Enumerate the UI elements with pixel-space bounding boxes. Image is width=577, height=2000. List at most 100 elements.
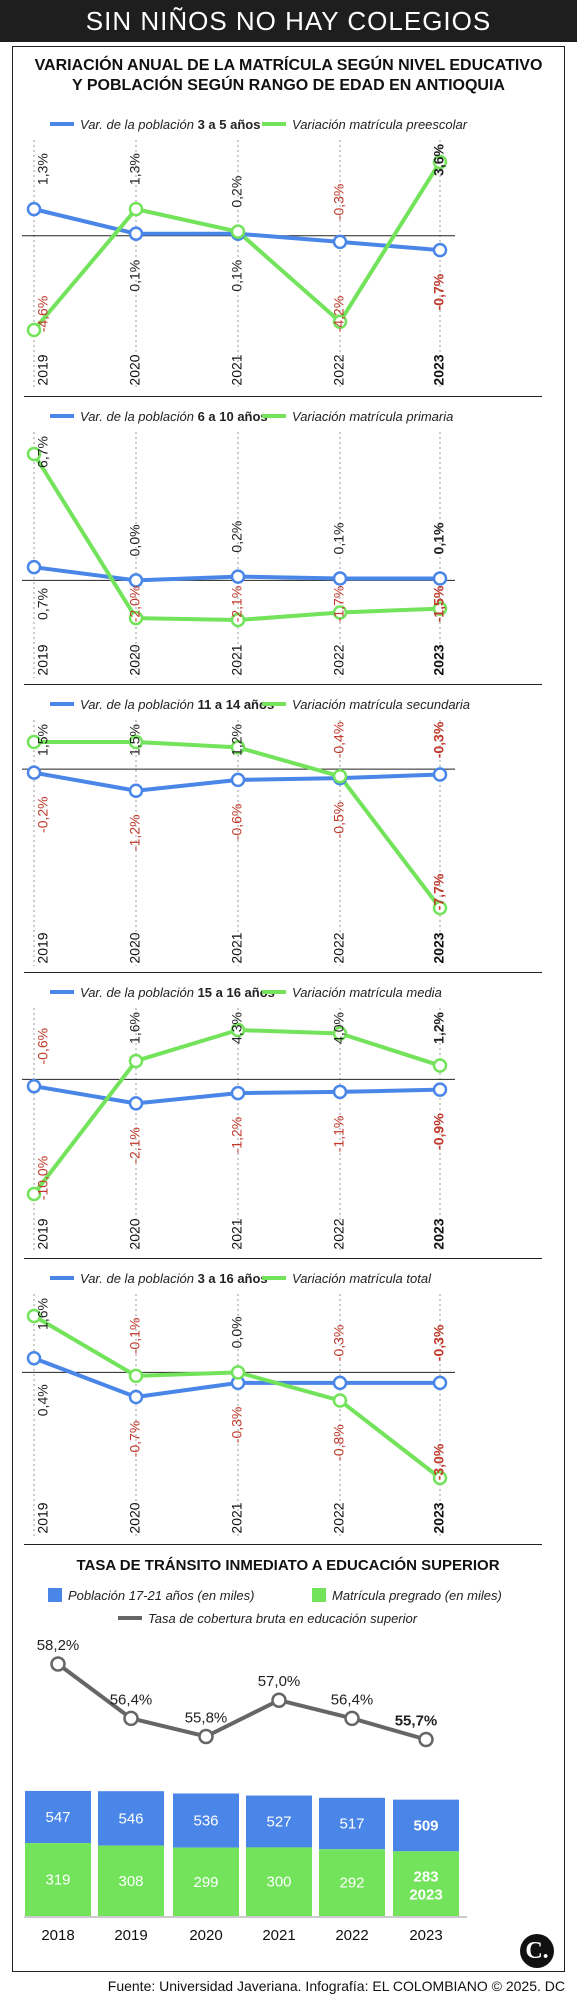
year-label-5-2: 2021 bbox=[229, 1502, 245, 1533]
point-population-1-4 bbox=[432, 242, 448, 258]
divider-4 bbox=[24, 1258, 542, 1259]
point-enrollment-4-0 bbox=[26, 1186, 42, 1202]
point-population-2-0 bbox=[26, 559, 42, 575]
legend-text: Variación matrícula preescolar bbox=[292, 117, 468, 132]
year-label-3-4: 2023 bbox=[431, 932, 447, 963]
legend-label-4-0: Var. de la población 15 a 16 años bbox=[80, 985, 275, 1000]
bar-label-poblacion-2020: 536 bbox=[193, 1813, 218, 1830]
coverage-label-2019: 56,4% bbox=[110, 1691, 153, 1708]
point-enrollment-1-3 bbox=[332, 314, 348, 330]
legend-text-bold: 3 a 5 años bbox=[198, 117, 261, 132]
legend-text: Var. de la población bbox=[80, 1271, 198, 1286]
point-population-1-1 bbox=[128, 226, 144, 241]
year-label-3-1: 2020 bbox=[127, 932, 143, 963]
coverage-label-2018: 58,2% bbox=[37, 1637, 80, 1654]
legend-text-bold: 11 a 14 años bbox=[198, 697, 275, 712]
value-label-population-3-1: -1,2% bbox=[127, 814, 143, 851]
bar-matricula-2022 bbox=[319, 1849, 385, 1916]
bar-poblacion-2022 bbox=[319, 1797, 385, 1850]
value-label-population-5-4: -0,3% bbox=[431, 1324, 447, 1361]
value-label-population-1-3: -0,3% bbox=[331, 184, 347, 221]
point-population-4-4 bbox=[432, 1082, 448, 1097]
value-label-enrollment-5-1: -0,1% bbox=[127, 1318, 143, 1355]
point-enrollment-2-2 bbox=[230, 612, 246, 628]
bar-label-matricula-2023: 283 bbox=[413, 1869, 438, 1886]
point-population-5-0 bbox=[26, 1351, 42, 1366]
year-label-1-0: 2019 bbox=[35, 354, 51, 385]
bar-label-matricula-2021: 300 bbox=[266, 1874, 291, 1891]
year-label-4-0: 2019 bbox=[35, 1218, 51, 1249]
point-population-1-3 bbox=[332, 234, 348, 250]
bar-label-poblacion-2021: 527 bbox=[266, 1813, 291, 1830]
divider-2 bbox=[24, 684, 542, 685]
point-population-5-3 bbox=[332, 1375, 348, 1391]
point-enrollment-3-1 bbox=[128, 734, 144, 750]
point-population-2-1 bbox=[128, 573, 144, 588]
x-label-2022: 2022 bbox=[335, 1927, 368, 1944]
point-population-1-0 bbox=[26, 201, 42, 217]
bar-label-poblacion-2019: 546 bbox=[118, 1810, 143, 1827]
value-label-population-2-2: 0,2% bbox=[229, 521, 245, 553]
legend-text: Var. de la población bbox=[80, 985, 198, 1000]
value-label-enrollment-4-0: -10,0% bbox=[35, 1156, 51, 1200]
point-enrollment-3-0 bbox=[26, 734, 42, 750]
coverage-label-2022: 56,4% bbox=[331, 1691, 374, 1708]
year-label-5-4: 2023 bbox=[431, 1502, 447, 1533]
year-label-2-1: 2020 bbox=[127, 644, 143, 675]
legend-label-2-1: Variación matrícula primaria bbox=[292, 409, 453, 424]
value-label-enrollment-3-0: 1,5% bbox=[35, 724, 51, 756]
value-label-enrollment-4-4: 1,2% bbox=[431, 1011, 447, 1043]
point-population-3-4 bbox=[432, 767, 448, 782]
legend-label-poblacion: Población 17-21 años (en miles) bbox=[68, 1588, 254, 1603]
year-label-4-3: 2022 bbox=[331, 1218, 347, 1249]
value-label-population-2-1: 0,0% bbox=[127, 524, 143, 556]
point-enrollment-5-2 bbox=[230, 1365, 246, 1380]
bar-label-poblacion-2022: 517 bbox=[339, 1816, 364, 1833]
legend-label-5-1: Variación matrícula total bbox=[292, 1271, 432, 1286]
year-label-2-2: 2021 bbox=[229, 644, 245, 675]
bar-matricula-2020 bbox=[173, 1847, 239, 1916]
coverage-label-2020: 55,8% bbox=[185, 1709, 228, 1726]
el-colombiano-logo: C. bbox=[520, 1934, 554, 1968]
divider-1 bbox=[24, 396, 542, 397]
value-label-enrollment-5-0: 1,6% bbox=[35, 1298, 51, 1330]
main-title-line-2: Y POBLACIÓN SEGÚN RANGO DE EDAD EN ANTIO… bbox=[72, 77, 505, 94]
value-label-enrollment-5-2: 0,0% bbox=[229, 1316, 245, 1348]
point-enrollment-1-4 bbox=[432, 154, 448, 170]
bar-matricula-2019 bbox=[98, 1845, 164, 1916]
bar-poblacion-2021 bbox=[246, 1795, 312, 1848]
year-label-1-4: 2023 bbox=[431, 354, 447, 385]
value-label-population-2-0: 0,7% bbox=[35, 588, 51, 620]
value-label-population-5-2: -0,3% bbox=[229, 1407, 245, 1444]
year-label-5-3: 2022 bbox=[331, 1502, 347, 1533]
legend-text: Variación matrícula media bbox=[292, 985, 442, 1000]
chart-secundaria: Var. de la población 11 a 14 años Variaci… bbox=[22, 697, 470, 966]
point-enrollment-2-1 bbox=[128, 610, 144, 626]
point-enrollment-2-3 bbox=[332, 605, 348, 620]
point-enrollment-2-0 bbox=[26, 446, 42, 462]
point-population-5-1 bbox=[128, 1389, 144, 1405]
point-population-4-3 bbox=[332, 1084, 348, 1100]
value-label-population-3-4: -0,3% bbox=[431, 721, 447, 758]
bar-poblacion-2020 bbox=[173, 1793, 239, 1848]
value-label-population-1-2: 0,1% bbox=[229, 260, 245, 292]
point-enrollment-4-1 bbox=[128, 1053, 144, 1069]
legend-label-matricula: Matrícula pregrado (en miles) bbox=[332, 1588, 502, 1603]
point-population-4-2 bbox=[230, 1085, 246, 1101]
point-enrollment-5-3 bbox=[332, 1393, 348, 1408]
legend-label-2-0: Var. de la población 6 a 10 años bbox=[80, 409, 268, 424]
legend-label-1-1: Variación matrícula preescolar bbox=[292, 117, 468, 132]
value-label-population-5-0: 0,4% bbox=[35, 1384, 51, 1416]
point-enrollment-1-0 bbox=[26, 322, 42, 338]
value-label-population-3-0: -0,2% bbox=[35, 796, 51, 833]
coverage-line bbox=[56, 1662, 427, 1742]
legend-text-bold: 3 a 16 años bbox=[198, 1271, 268, 1286]
bar-poblacion-2023 bbox=[393, 1799, 459, 1852]
x-label-2019: 2019 bbox=[114, 1927, 147, 1944]
coverage-point-2019 bbox=[123, 1710, 139, 1727]
bar-label-matricula-2022: 292 bbox=[339, 1875, 364, 1892]
bar-label-poblacion-2018: 547 bbox=[45, 1809, 70, 1826]
value-label-enrollment-3-4: -7,7% bbox=[431, 873, 447, 910]
legend-text: Variación matrícula secundaria bbox=[292, 697, 470, 712]
main-title: VARIACIÓN ANUAL DE LA MATRÍCULA SEGÚN NI… bbox=[0, 56, 577, 96]
